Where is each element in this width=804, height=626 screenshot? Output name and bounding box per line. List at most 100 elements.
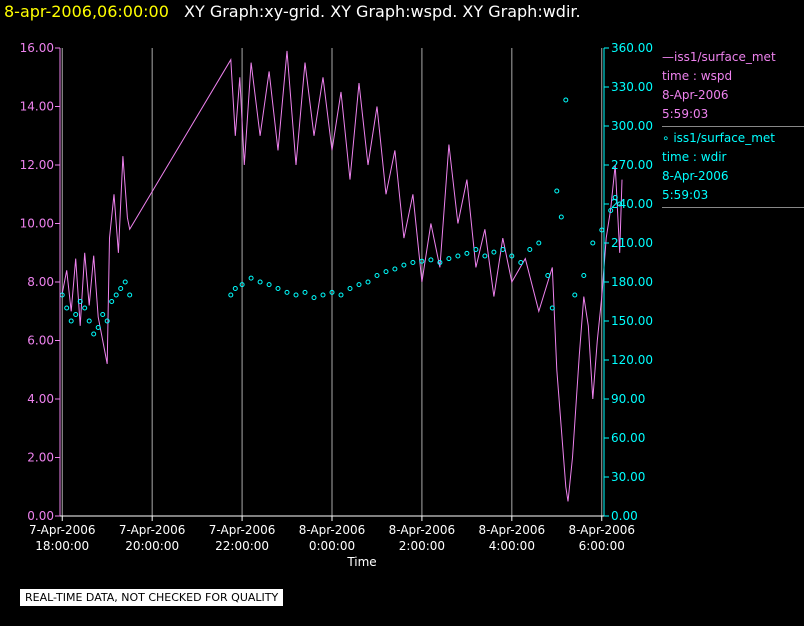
legend-wdir: ∘ iss1/surface_met time : wdir 8-Apr-200… — [662, 129, 804, 208]
x-tick-date: 7-Apr-2006 — [119, 523, 186, 537]
wdir-point — [100, 312, 106, 317]
wdir-point — [118, 286, 124, 291]
wdir-point — [311, 295, 317, 301]
wdir-point — [338, 292, 344, 298]
y-right-tick-label: 270.00 — [611, 158, 653, 172]
x-axis-label: Time — [346, 555, 376, 569]
wdir-point — [347, 286, 353, 291]
x-tick-date: 8-Apr-2006 — [299, 523, 366, 537]
wdir-point — [320, 292, 326, 298]
wdir-point — [572, 292, 578, 298]
wdir-point — [473, 247, 479, 252]
x-tick-date: 7-Apr-2006 — [29, 523, 96, 537]
wdir-point — [82, 305, 88, 311]
wdir-point — [491, 249, 497, 255]
x-tick-time: 0:00:00 — [309, 539, 355, 553]
wdir-point — [365, 279, 371, 285]
wdir-point — [612, 195, 618, 200]
wdir-point — [64, 305, 70, 311]
y-left-tick-label: 6.00 — [27, 334, 54, 348]
legend-wspd-source: —iss1/surface_met — [662, 50, 776, 64]
graph-title: XY Graph:xy-grid. XY Graph:wspd. XY Grap… — [184, 2, 581, 21]
wdir-point — [464, 250, 470, 256]
y-right-tick-label: 330.00 — [611, 80, 653, 94]
wdir-point — [392, 266, 398, 272]
wdir-point — [302, 289, 308, 295]
wdir-point — [608, 208, 614, 213]
wdir-point — [248, 275, 254, 281]
datetime-label: 8-apr-2006,06:00:00 — [4, 2, 169, 21]
wdir-point — [257, 279, 263, 285]
y-left-tick-label: 4.00 — [27, 392, 54, 406]
wdir-point — [356, 282, 362, 288]
wdir-point — [401, 262, 407, 268]
wdir-point — [437, 260, 443, 265]
wdir-point — [617, 201, 623, 207]
wdir-point — [563, 97, 569, 103]
wdir-point — [239, 282, 245, 288]
y-right-tick-label: 180.00 — [611, 275, 653, 289]
legend-wspd-date: 8-Apr-2006 — [662, 88, 729, 102]
wspd-line — [61, 50, 623, 502]
wdir-point — [383, 269, 389, 275]
y-right-tick-label: 0.00 — [611, 509, 638, 523]
quality-notice: REAL-TIME DATA, NOT CHECKED FOR QUALITY — [20, 589, 284, 606]
wdir-point — [113, 292, 119, 298]
legend-wspd-line-icon: — — [662, 50, 674, 64]
wdir-point — [518, 260, 524, 265]
wdir-point — [86, 318, 92, 324]
wdir-point — [122, 279, 128, 285]
wdir-point — [275, 286, 281, 291]
y-right-tick-label: 150.00 — [611, 314, 653, 328]
y-right-tick-label: 60.00 — [611, 431, 645, 445]
wdir-point — [95, 325, 101, 330]
wdir-point — [77, 299, 83, 304]
x-tick-date: 8-Apr-2006 — [479, 523, 546, 537]
wdir-point — [329, 289, 335, 295]
legend-wspd: —iss1/surface_met time : wspd 8-Apr-2006… — [662, 48, 804, 127]
wdir-point — [545, 273, 551, 278]
y-left-tick-label: 8.00 — [27, 275, 54, 289]
wdir-point — [549, 305, 555, 311]
legend-wdir-time: 5:59:03 — [662, 188, 709, 202]
wdir-point — [428, 257, 434, 263]
y-right-tick-label: 30.00 — [611, 470, 645, 484]
x-tick-time: 6:00:00 — [579, 539, 625, 553]
x-tick-date: 8-Apr-2006 — [389, 523, 456, 537]
axes: 7-Apr-2006 18:00:00 7-Apr-2006 20:00:00 7-Ap… — [20, 41, 653, 569]
y-right-tick-label: 300.00 — [611, 119, 653, 133]
y-right-tick-label: 240.00 — [611, 197, 653, 211]
wdir-point — [410, 260, 416, 265]
legend-wdir-date: 8-Apr-2006 — [662, 169, 729, 183]
wdir-point — [527, 247, 533, 252]
y-left-tick-label: 12.00 — [20, 158, 54, 172]
y-right-tick-label: 90.00 — [611, 392, 645, 406]
wdir-point — [68, 318, 74, 324]
wdir-point — [374, 273, 380, 278]
wdir-point — [446, 256, 452, 262]
legend-wdir-var: time : wdir — [662, 150, 727, 164]
y-right-tick-label: 360.00 — [611, 41, 653, 55]
wdir-point — [127, 292, 133, 298]
x-tick-time: 18:00:00 — [35, 539, 89, 553]
wdir-point — [293, 292, 299, 298]
y-right-tick-label: 210.00 — [611, 236, 653, 250]
y-left-tick-label: 16.00 — [20, 41, 54, 55]
legend-wspd-time: 5:59:03 — [662, 107, 709, 121]
y-left-tick-label: 10.00 — [20, 217, 54, 231]
wdir-point — [590, 240, 596, 246]
legend-wdir-dot-icon: ∘ — [662, 131, 674, 145]
wdir-point — [581, 273, 587, 278]
x-tick-time: 22:00:00 — [215, 539, 269, 553]
wdir-point — [455, 253, 461, 259]
y-left-tick-label: 0.00 — [27, 509, 54, 523]
y-right-tick-label: 120.00 — [611, 353, 653, 367]
wdir-point — [500, 247, 506, 252]
x-tick-time: 2:00:00 — [399, 539, 445, 553]
legend-wspd-var: time : wspd — [662, 69, 733, 83]
wdir-point — [554, 188, 560, 194]
y-left-tick-label: 14.00 — [20, 100, 54, 114]
wdir-point — [228, 292, 234, 298]
wdir-point — [284, 289, 290, 295]
wdir-point — [232, 286, 238, 291]
